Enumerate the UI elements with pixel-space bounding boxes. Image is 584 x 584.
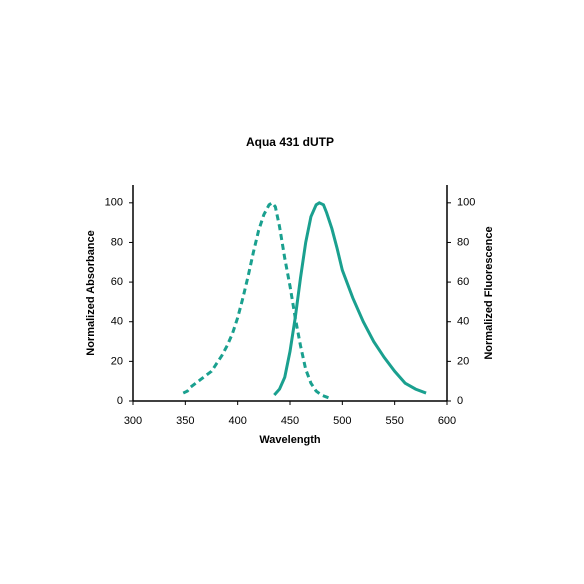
x-tick-label: 300 [124,415,142,427]
y2-tick-label: 60 [457,276,469,288]
x-tick-label: 550 [385,415,403,427]
y-tick-label: 20 [111,355,123,367]
x-tick-label: 350 [176,415,194,427]
y2-tick-label: 20 [457,355,469,367]
y2-tick-label: 80 [457,236,469,248]
y-axis-title: Normalized Absorbance [85,230,97,356]
y-tick-label: 100 [105,197,123,209]
x-tick-label: 600 [438,415,456,427]
x-tick-label: 450 [281,415,299,427]
y2-tick-label: 0 [457,395,463,407]
y2-tick-label: 40 [457,316,469,328]
x-tick-label: 500 [333,415,351,427]
x-tick-label: 400 [228,415,246,427]
x-axis-title: Wavelength [259,434,321,446]
y2-tick-label: 100 [457,197,475,209]
chart-title: Aqua 431 dUTP [246,135,334,149]
y-tick-label: 40 [111,316,123,328]
y-tick-label: 80 [111,236,123,248]
y-tick-label: 0 [117,395,123,407]
data-line [273,201,427,397]
data-line [182,200,333,401]
y2-axis-title: Normalized Fluorescence [483,226,495,359]
y-tick-label: 60 [111,276,123,288]
